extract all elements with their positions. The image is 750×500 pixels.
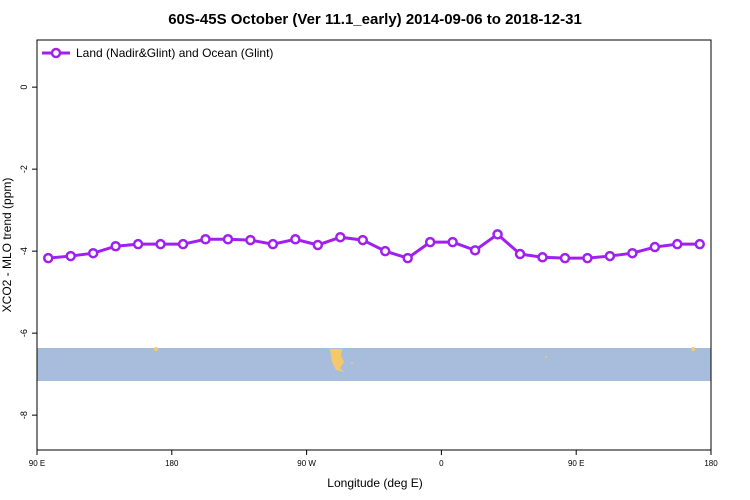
data-point bbox=[335, 231, 346, 243]
x-tick-label: 180 bbox=[165, 459, 179, 468]
legend-marker bbox=[50, 47, 62, 59]
data-point bbox=[42, 252, 54, 264]
data-point bbox=[155, 238, 166, 250]
y-tick-label: 0 bbox=[19, 85, 29, 90]
data-point bbox=[222, 234, 234, 245]
data-point bbox=[312, 239, 324, 251]
x-axis-label: Longitude (deg E) bbox=[327, 476, 422, 490]
data-point bbox=[694, 238, 706, 250]
data-point bbox=[469, 245, 481, 256]
data-point bbox=[87, 247, 99, 259]
plot-frame bbox=[36, 39, 712, 451]
data-point bbox=[267, 238, 279, 250]
data-point bbox=[290, 234, 301, 245]
y-tick-label: -4 bbox=[19, 247, 29, 255]
data-point bbox=[672, 238, 683, 250]
data-point bbox=[379, 245, 391, 257]
y-axis-label: XCO2 - MLO trend (ppm) bbox=[0, 178, 14, 313]
data-point bbox=[492, 229, 503, 240]
data-point bbox=[402, 252, 413, 264]
data-point bbox=[559, 252, 571, 264]
data-point bbox=[65, 250, 76, 262]
data-point bbox=[537, 252, 548, 263]
data-point bbox=[649, 241, 661, 253]
data-point bbox=[110, 240, 121, 252]
x-tick-label: 0 bbox=[439, 459, 444, 468]
data-point bbox=[514, 248, 526, 260]
y-tick-label: -2 bbox=[19, 165, 29, 173]
data-point bbox=[582, 252, 593, 264]
data-point bbox=[177, 238, 189, 250]
x-tick-label: 90 W bbox=[297, 459, 316, 468]
data-point bbox=[132, 238, 144, 250]
legend-label: Land (Nadir&Glint) and Ocean (Glint) bbox=[76, 46, 273, 60]
x-tick-label: 180 bbox=[704, 459, 718, 468]
data-point bbox=[447, 236, 458, 248]
data-point bbox=[200, 234, 211, 245]
data-point bbox=[245, 234, 256, 246]
data-point bbox=[357, 234, 369, 246]
x-tick-label: 90 E bbox=[29, 459, 45, 468]
data-point bbox=[627, 247, 638, 259]
map-strip bbox=[37, 347, 711, 381]
chart-title: 60S-45S October (Ver 11.1_early) 2014-09… bbox=[168, 11, 582, 28]
data-point bbox=[424, 236, 436, 248]
y-tick-label: -8 bbox=[19, 411, 29, 419]
data-point bbox=[604, 250, 616, 262]
series-line bbox=[48, 232, 700, 260]
x-tick-label: 90 E bbox=[568, 459, 584, 468]
y-tick-label: -6 bbox=[19, 329, 29, 337]
